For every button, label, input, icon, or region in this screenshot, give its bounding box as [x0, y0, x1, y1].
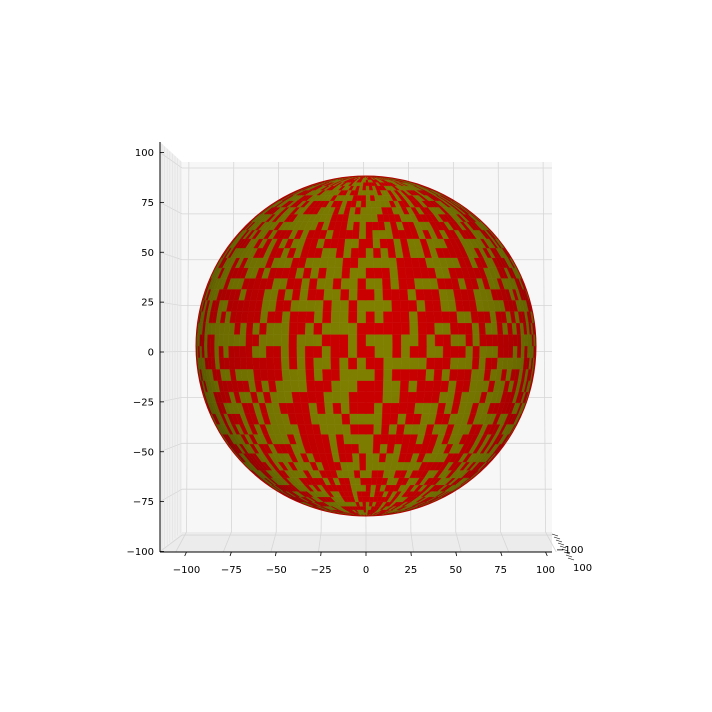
x-tick-mark: [184, 551, 187, 557]
z-tick-label: −25: [133, 397, 154, 408]
grid-side-line: [159, 301, 183, 307]
y-tick-mark: [567, 557, 575, 561]
axis-ticks: −100 −75 −50 −25 0 25 50 75 100 100 75 50 25 0 −25 −50 −…: [127, 148, 593, 576]
axes-lines: [159, 142, 552, 553]
x-tick-label: −50: [266, 565, 287, 576]
y-tick-mark: [561, 548, 569, 552]
y-tick-mark: [553, 536, 561, 540]
z-tick-label: 50: [141, 248, 154, 259]
x-tick-mark: [455, 551, 458, 557]
x-tick-label: 0: [363, 565, 369, 576]
y-tick-mark: [557, 542, 565, 546]
y-tick-label: 100: [573, 563, 592, 574]
x-tick-label: 50: [449, 565, 462, 576]
grid-side-line: [159, 251, 183, 261]
x-tick-label: −25: [311, 565, 332, 576]
x-tick-label: −100: [173, 565, 200, 576]
sphere-outline: [195, 175, 537, 517]
z-tick-label: 0: [148, 348, 154, 359]
z-tick-label: −50: [133, 447, 154, 458]
x-tick-mark: [274, 551, 277, 557]
grid-line-x: [542, 161, 546, 533]
x-tick-label: 100: [536, 565, 555, 576]
grid-side-line: [159, 488, 183, 502]
left-pane: [160, 142, 182, 552]
y-tick-mark: [551, 533, 559, 537]
x-tick-label: −75: [221, 565, 242, 576]
grid-side-line: [159, 442, 183, 453]
z-tick-label: 25: [141, 298, 154, 309]
x-tick-mark: [500, 551, 503, 557]
grid-side-line: [159, 534, 183, 552]
grid-side-line: [159, 152, 183, 169]
grid-side-line: [159, 202, 183, 215]
grid-side-line: [159, 397, 183, 403]
z-tick-label: −75: [133, 497, 154, 508]
x-tick-mark: [545, 551, 548, 557]
z-tick-label: −100: [127, 547, 154, 558]
y-tick-mark: [555, 539, 563, 543]
x-tick-mark: [229, 551, 232, 557]
y-tick-mark: [565, 554, 573, 558]
z-tick-label: 100: [135, 148, 154, 159]
y-tick-mark: [563, 551, 571, 555]
x-tick-label: 25: [405, 565, 418, 576]
z-tick-label: 75: [141, 198, 154, 209]
x-tick-label: 75: [494, 565, 507, 576]
floor-pane: [160, 532, 552, 552]
sphere-shading: [196, 176, 536, 516]
y-tick-mark: [559, 545, 567, 549]
grid-line-x: [186, 161, 190, 533]
y-tick-label: −100: [556, 545, 583, 556]
